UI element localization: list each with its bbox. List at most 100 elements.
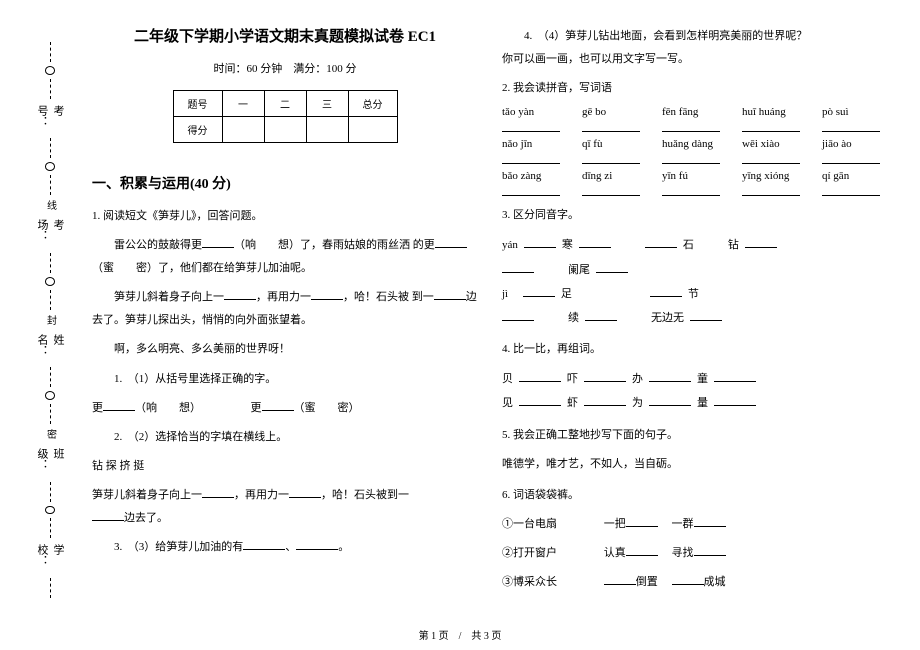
fill-blank[interactable] [582, 120, 640, 132]
fill-blank[interactable] [103, 399, 135, 411]
fill-blank[interactable] [243, 538, 285, 550]
text: 量 [697, 391, 708, 415]
text: 办 [632, 367, 643, 391]
q1-sub2-hint: 钻 探 挤 挺 [92, 455, 478, 478]
text: ②打开窗户 [502, 547, 557, 559]
table-row: 得分 [173, 117, 397, 143]
fill-blank[interactable] [822, 184, 880, 196]
fill-blank[interactable] [742, 184, 800, 196]
fill-blank[interactable] [585, 309, 617, 321]
text: （响 想） 更 [135, 402, 262, 414]
q1-stem: 1. 阅读短文《笋芽儿》，回答问题。 [92, 205, 478, 228]
bind-label-kaochang: 考场： [34, 219, 66, 247]
fill-blank[interactable] [690, 309, 722, 321]
text: ③博采众长 [502, 576, 557, 588]
score-cell [348, 117, 397, 143]
blank-row [502, 152, 888, 164]
pinyin: nǎo jīn [502, 138, 560, 150]
fill-blank[interactable] [745, 236, 777, 248]
fill-blank[interactable] [649, 370, 691, 382]
fill-blank[interactable] [579, 236, 611, 248]
fill-blank[interactable] [662, 152, 720, 164]
fill-blank[interactable] [694, 544, 726, 556]
pinyin: bǎo zàng [502, 170, 560, 182]
fill-blank[interactable] [822, 120, 880, 132]
fill-blank[interactable] [582, 152, 640, 164]
fill-blank[interactable] [714, 370, 756, 382]
q6-stem: 6. 词语袋袋裤。 [502, 484, 888, 507]
text: ，再用力一 [256, 291, 311, 303]
fill-blank[interactable] [662, 184, 720, 196]
fill-blank[interactable] [714, 394, 756, 406]
fill-blank[interactable] [650, 285, 682, 297]
text: 一群 [672, 518, 694, 530]
fill-blank[interactable] [435, 236, 467, 248]
pinyin: qí gān [822, 170, 880, 182]
score-cell: 三 [306, 91, 348, 117]
q3-row: yán 寒 石 钻 [502, 233, 888, 257]
score-cell: 题号 [173, 91, 222, 117]
fill-blank[interactable] [502, 309, 534, 321]
fill-blank[interactable] [596, 261, 628, 273]
page-footer: 第 1 页 / 共 3 页 [0, 627, 920, 642]
fill-blank[interactable] [626, 515, 658, 527]
fill-blank[interactable] [582, 184, 640, 196]
fill-blank[interactable] [742, 152, 800, 164]
fill-blank[interactable] [202, 236, 234, 248]
text: 到一 [412, 291, 434, 303]
fill-blank[interactable] [645, 236, 677, 248]
score-cell: 一 [222, 91, 264, 117]
fill-blank[interactable] [694, 515, 726, 527]
fill-blank[interactable] [289, 486, 321, 498]
fill-blank[interactable] [523, 285, 555, 297]
pinyin-block: tǎo yàn gē bo fēn fāng huī huáng pò suì … [502, 106, 888, 196]
page-content: 二年级下学期小学语文期末真题模拟试卷 EC1 时间：60 分钟 满分：100 分… [80, 25, 900, 620]
fill-blank[interactable] [519, 394, 561, 406]
bind-line [50, 290, 51, 310]
table-row: 题号 一 二 三 总分 [173, 91, 397, 117]
fill-blank[interactable] [434, 288, 466, 300]
fill-blank[interactable] [262, 399, 294, 411]
pinyin: gē bo [582, 106, 640, 118]
fill-blank[interactable] [519, 370, 561, 382]
fill-blank[interactable] [296, 538, 338, 550]
fill-blank[interactable] [584, 370, 626, 382]
blank-row [502, 184, 888, 196]
fill-blank[interactable] [502, 261, 534, 273]
bind-label-xuexiao: 学校： [34, 544, 66, 572]
fill-blank[interactable] [92, 509, 124, 521]
fill-blank[interactable] [672, 573, 704, 585]
bind-line [50, 253, 51, 273]
bind-circle [45, 66, 55, 75]
fill-blank[interactable] [524, 236, 556, 248]
text: jì [502, 282, 508, 306]
pinyin: wēi xiào [742, 138, 800, 150]
fill-blank[interactable] [502, 152, 560, 164]
fill-blank[interactable] [202, 486, 234, 498]
fill-blank[interactable] [626, 544, 658, 556]
fill-blank[interactable] [662, 120, 720, 132]
fill-blank[interactable] [311, 288, 343, 300]
bind-circle [45, 506, 55, 515]
pinyin: fēn fāng [662, 106, 720, 118]
score-cell [306, 117, 348, 143]
section-heading: 一、积累与运用(40 分) [92, 173, 478, 193]
text: 续 [568, 306, 579, 330]
fill-blank[interactable] [742, 120, 800, 132]
fill-blank[interactable] [584, 394, 626, 406]
fill-blank[interactable] [604, 573, 636, 585]
bind-fold-xian: 线 [43, 200, 58, 212]
score-cell: 得分 [173, 117, 222, 143]
text: 见 [502, 391, 513, 415]
text: 无边无 [651, 306, 684, 330]
fill-blank[interactable] [649, 394, 691, 406]
fill-blank[interactable] [822, 152, 880, 164]
text: ，哈！石头被 [343, 291, 409, 303]
q3-stem: 3. 区分同音字。 [502, 204, 888, 227]
right-column: 4. （4）笋芽儿钻出地面，会看到怎样明亮美丽的世界呢？ 你可以画一画，也可以用… [490, 25, 900, 620]
fill-blank[interactable] [502, 184, 560, 196]
fill-blank[interactable] [224, 288, 256, 300]
left-column: 二年级下学期小学语文期末真题模拟试卷 EC1 时间：60 分钟 满分：100 分… [80, 25, 490, 620]
fill-blank[interactable] [502, 120, 560, 132]
bind-fold-mi: 密 [43, 429, 58, 441]
